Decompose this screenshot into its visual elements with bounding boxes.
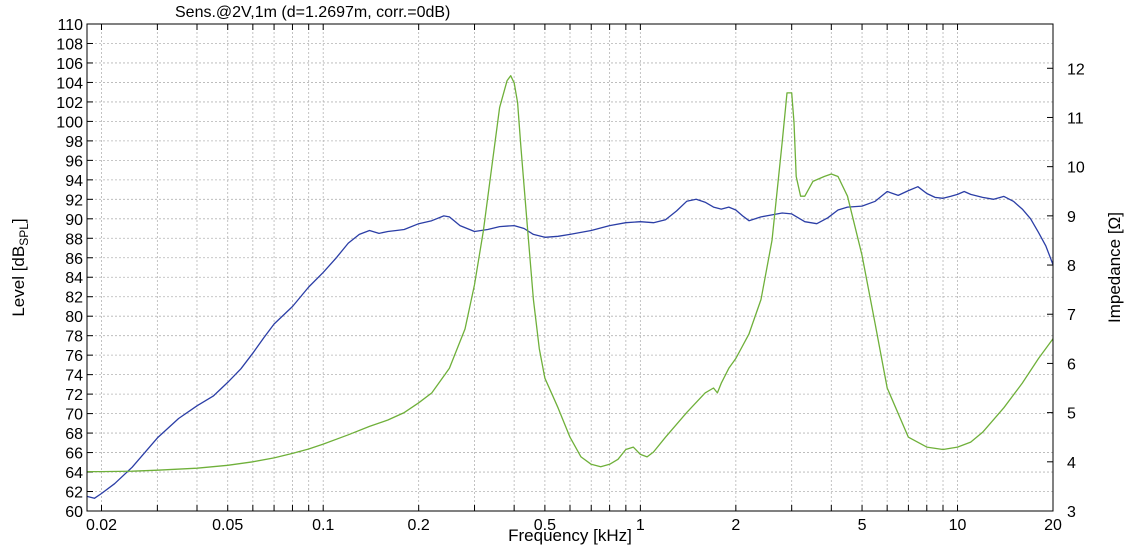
axis-ticks: 6062646668707274767880828486889092949698… xyxy=(56,17,1085,534)
y-right-tick-label-3: 6 xyxy=(1067,356,1076,373)
y-right-tick-label-7: 10 xyxy=(1067,160,1085,177)
plot-grid xyxy=(87,23,1054,512)
y-left-tick-label-4: 68 xyxy=(65,426,83,443)
y-left-tick-label-19: 98 xyxy=(65,134,83,151)
y-left-tick-label-25: 110 xyxy=(57,17,83,34)
y-left-tick-label-21: 102 xyxy=(56,95,83,112)
y-left-tick-label-0: 60 xyxy=(65,504,83,521)
y-right-tick-label-5: 8 xyxy=(1067,258,1076,275)
y-right-tick-label-9: 12 xyxy=(1067,61,1085,78)
series-line-left xyxy=(86,186,1054,499)
y-left-tick-label-23: 106 xyxy=(56,56,83,73)
y-left-tick-label-20: 100 xyxy=(56,114,83,131)
y-left-tick-label-11: 82 xyxy=(65,290,83,307)
y-left-label-main: Level [dB xyxy=(9,246,28,317)
y-right-tick-label-0: 3 xyxy=(1067,504,1076,521)
x-tick-label-0: 0.02 xyxy=(86,517,117,534)
x-tick-label-2: 0.1 xyxy=(312,517,334,534)
x-tick-label-6: 2 xyxy=(731,517,740,534)
y-left-tick-label-13: 86 xyxy=(65,251,83,268)
y-left-tick-label-17: 94 xyxy=(65,173,83,190)
y-left-label-end: ] xyxy=(9,218,28,223)
y-right-axis-label: Impedance [Ω] xyxy=(1105,212,1124,323)
y-right-tick-label-1: 4 xyxy=(1067,455,1076,472)
y-left-tick-label-7: 74 xyxy=(65,368,83,385)
y-left-tick-label-22: 104 xyxy=(56,75,83,92)
y-left-tick-label-16: 92 xyxy=(65,192,83,209)
y-left-tick-label-14: 88 xyxy=(65,231,83,248)
y-right-tick-label-2: 5 xyxy=(1067,406,1076,423)
y-left-tick-label-5: 70 xyxy=(65,407,83,424)
y-left-tick-label-9: 78 xyxy=(65,329,83,346)
y-left-tick-label-18: 96 xyxy=(65,153,83,170)
y-left-label-sub: SPL xyxy=(17,223,31,246)
y-left-tick-label-8: 76 xyxy=(65,348,83,365)
series-line-right xyxy=(87,75,1054,473)
y-left-tick-label-10: 80 xyxy=(65,309,83,326)
plot-frame xyxy=(86,23,1054,512)
y-left-tick-label-6: 72 xyxy=(65,387,83,404)
y-right-tick-label-6: 9 xyxy=(1067,209,1076,226)
y-right-tick-label-8: 11 xyxy=(1067,110,1084,127)
y-left-tick-label-15: 90 xyxy=(65,212,83,229)
y-right-tick-label-4: 7 xyxy=(1067,307,1076,324)
x-tick-label-9: 20 xyxy=(1044,517,1062,534)
x-tick-label-7: 5 xyxy=(858,517,867,534)
x-axis-label: Frequency [kHz] xyxy=(508,526,632,545)
y-left-tick-label-24: 108 xyxy=(56,36,83,53)
x-tick-label-3: 0.2 xyxy=(408,517,430,534)
x-tick-label-8: 10 xyxy=(949,517,967,534)
y-left-tick-label-3: 66 xyxy=(65,446,83,463)
y-left-axis-label: Level [dBSPL] xyxy=(9,218,31,316)
y-left-tick-label-12: 84 xyxy=(65,270,83,287)
x-tick-label-5: 1 xyxy=(636,517,645,534)
x-tick-label-1: 0.05 xyxy=(212,517,243,534)
series-lines xyxy=(86,75,1054,499)
y-left-tick-label-2: 64 xyxy=(65,465,83,482)
y-left-tick-label-1: 62 xyxy=(65,485,83,502)
chart-title: Sens.@2V,1m (d=1.2697m, corr.=0dB) xyxy=(175,4,450,21)
x-tick-label-4: 0.5 xyxy=(534,517,556,534)
